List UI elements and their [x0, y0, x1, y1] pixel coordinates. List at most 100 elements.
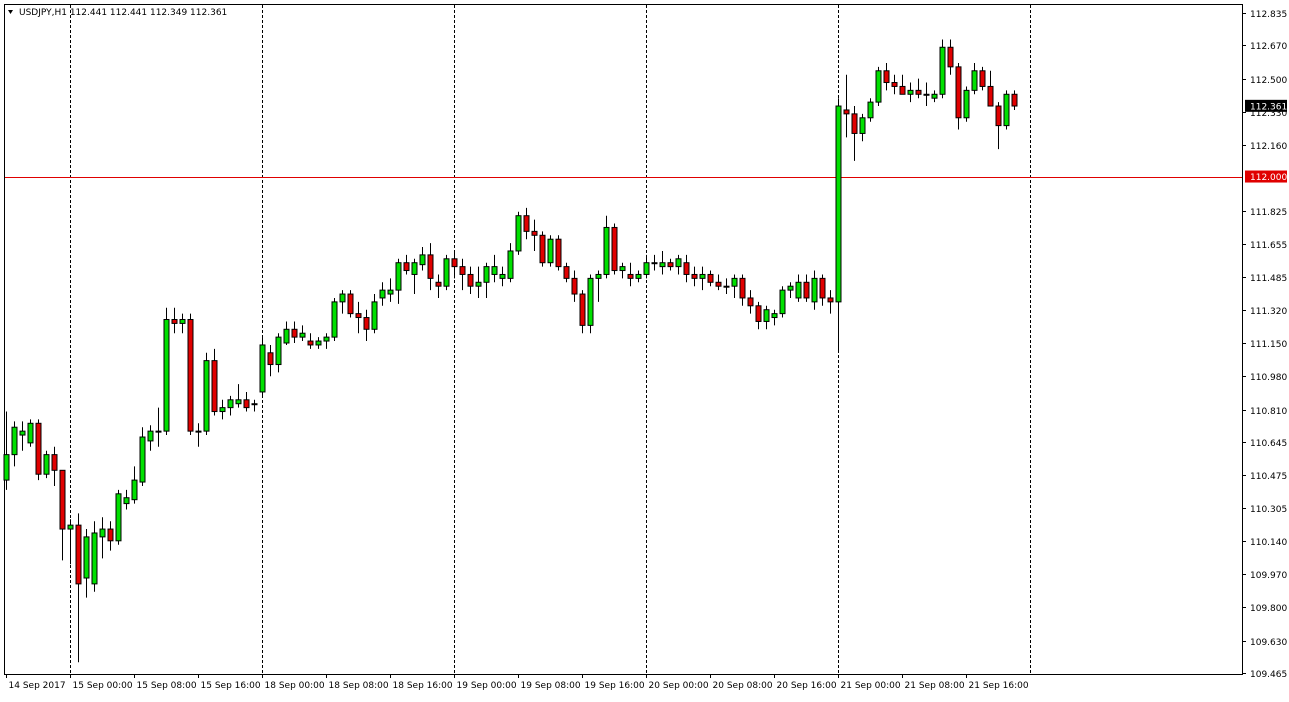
- candle: [99, 517, 106, 559]
- price-tick-label: 109.800: [1250, 604, 1287, 614]
- time-tick-label: 15 Sep 00:00: [73, 681, 133, 691]
- time-axis[interactable]: 14 Sep 2017 15 Sep 00:00 15 Sep 08:00 15 Se…: [6, 674, 1029, 691]
- bull-candle-body: [331, 301, 338, 338]
- candles: [3, 39, 1018, 663]
- candle: [675, 254, 682, 275]
- candle: [51, 446, 58, 486]
- time-tick-label: 19 Sep 16:00: [585, 681, 645, 691]
- candle: [91, 521, 98, 592]
- bear-candle-body: [171, 318, 178, 324]
- candle: [171, 307, 178, 334]
- candle: [651, 254, 658, 271]
- bull-candle-body: [1003, 93, 1010, 127]
- bear-candle-body: [571, 277, 578, 295]
- bull-candle-body: [339, 293, 346, 303]
- candle: [75, 513, 82, 663]
- candle: [235, 384, 242, 408]
- candle: [491, 254, 498, 283]
- candle: [875, 66, 882, 107]
- hline-price-label-background: [1245, 170, 1287, 183]
- candle: [707, 270, 714, 287]
- candle: [435, 274, 442, 298]
- candle: [155, 407, 162, 447]
- price-tick-label: 111.150: [1250, 340, 1287, 350]
- bull-candle-body: [131, 479, 138, 501]
- bull-candle-body: [963, 89, 970, 119]
- bull-candle-body: [275, 336, 282, 366]
- candle: [923, 82, 930, 107]
- bull-candle-body: [387, 289, 394, 295]
- plot-frame: [4, 4, 1243, 675]
- bear-candle-body: [883, 70, 890, 84]
- candle: [603, 215, 610, 279]
- bear-candle-body: [843, 109, 850, 115]
- bull-candle-body: [163, 318, 170, 432]
- candle: [947, 39, 954, 75]
- candle: [835, 98, 842, 353]
- candle: [251, 399, 258, 412]
- price-axis[interactable]: 112.835 112.670 112.500 112.330 112.160 111.8…: [1242, 10, 1287, 680]
- bear-candle-body: [427, 254, 434, 279]
- bull-candle-body: [19, 430, 26, 436]
- candle: [763, 305, 770, 330]
- bear-candle-body: [523, 215, 530, 232]
- candle: [931, 90, 938, 103]
- candle: [147, 425, 154, 451]
- bull-candle-body: [675, 258, 682, 268]
- bear-candle-body: [979, 70, 986, 87]
- time-tick-label: 15 Sep 16:00: [201, 681, 261, 691]
- bull-candle-body: [859, 117, 866, 134]
- bear-candle-body: [403, 262, 410, 272]
- candle: [803, 274, 810, 302]
- candle: [43, 450, 50, 479]
- candle: [523, 207, 530, 240]
- bear-candle-body: [667, 262, 674, 268]
- candle: [115, 489, 122, 545]
- bull-candle-body: [875, 70, 882, 103]
- bull-candle-body: [299, 332, 306, 338]
- candle: [739, 274, 746, 306]
- bull-candle-body: [371, 301, 378, 330]
- candle: [291, 321, 298, 343]
- bear-candle-body: [531, 230, 538, 236]
- bear-candle-body: [51, 454, 58, 471]
- candle: [19, 421, 26, 451]
- bull-candle-body: [179, 318, 186, 324]
- current-price-label: 112.361: [1245, 99, 1287, 112]
- candle: [531, 219, 538, 251]
- price-tick-label: 111.485: [1250, 274, 1287, 284]
- bull-candle-body: [155, 430, 162, 433]
- bull-candle-body: [483, 266, 490, 283]
- candle: [347, 290, 354, 318]
- candle: [419, 247, 426, 271]
- candle: [315, 337, 322, 349]
- bull-candle-body: [139, 436, 146, 483]
- bear-candle-body: [187, 318, 194, 432]
- candle: [443, 254, 450, 291]
- bull-candle-body: [499, 273, 506, 279]
- time-tick-label: 15 Sep 08:00: [137, 681, 197, 691]
- price-tick-label: 110.645: [1250, 439, 1287, 449]
- hline-price-label-text: 112.000: [1250, 173, 1287, 183]
- price-tick-label: 111.320: [1250, 307, 1287, 317]
- bull-candle-body: [659, 262, 666, 268]
- bull-candle-body: [283, 328, 290, 344]
- bull-candle-body: [43, 454, 50, 475]
- dropdown-triangle-icon[interactable]: [8, 10, 13, 14]
- candle: [539, 231, 546, 267]
- bear-candle-body: [1011, 93, 1018, 107]
- candle: [403, 254, 410, 275]
- bear-candle-body: [363, 317, 370, 330]
- price-tick-label: 111.825: [1250, 208, 1287, 218]
- bull-candle-body: [411, 262, 418, 275]
- bear-candle-body: [947, 46, 954, 68]
- candle: [243, 391, 250, 412]
- candle: [891, 74, 898, 95]
- candle: [755, 301, 762, 330]
- time-tick-label: 21 Sep 00:00: [841, 681, 901, 691]
- bear-candle-body: [75, 524, 82, 585]
- candle: [107, 521, 114, 551]
- candle: [507, 243, 514, 283]
